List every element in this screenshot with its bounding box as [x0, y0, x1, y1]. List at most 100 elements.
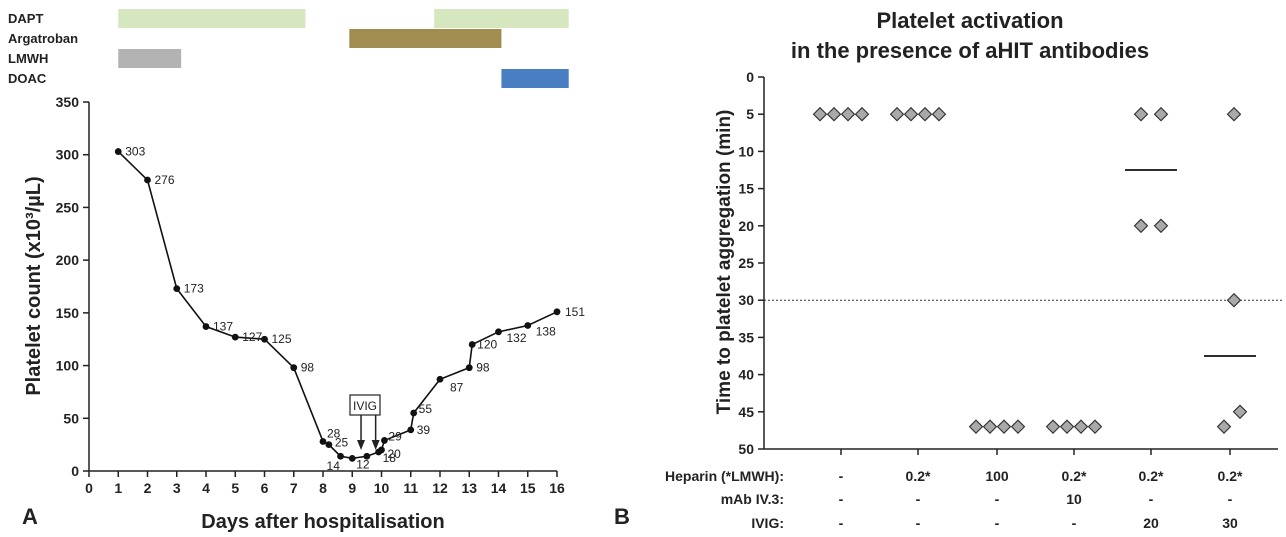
platelet-count-data-label: 151	[565, 305, 585, 319]
platelet-count-data-label: 125	[272, 332, 292, 346]
panel-a-y-tick-label: 0	[71, 463, 79, 479]
panel-b-y-tick-label: 45	[738, 404, 754, 420]
aggregation-point	[968, 419, 984, 434]
panel-a-y-tick-label: 200	[56, 252, 80, 268]
panel-b-y-axis-label: Time to platelet aggregation (min)	[714, 110, 735, 415]
platelet-count-data-label: 18	[383, 451, 397, 465]
platelet-count-data-label: 138	[536, 325, 556, 339]
platelet-count-point	[173, 285, 181, 293]
platelet-count-data-label: 14	[327, 459, 341, 473]
panel-a-x-tick-label: 6	[261, 480, 269, 496]
condition-cell: 30	[1222, 515, 1238, 531]
panel-b-y-tick-label: 40	[738, 367, 754, 383]
panel-b-label: B	[614, 504, 630, 529]
therapy-bar-doac-0	[501, 69, 569, 88]
condition-row-label: IVIG:	[751, 515, 784, 531]
therapy-bar-dapt-0	[118, 9, 306, 28]
panel-a-x-tick-label: 12	[432, 480, 448, 496]
platelet-count-data-label: 29	[388, 429, 402, 443]
condition-cell: -	[995, 491, 1000, 507]
panel-a-x-tick-label: 13	[461, 480, 477, 496]
panel-b-y-tick-label: 10	[738, 143, 754, 159]
condition-cell: 20	[1143, 515, 1159, 531]
panel-a-x-tick-label: 16	[549, 480, 565, 496]
platelet-count-data-label: 276	[155, 173, 175, 187]
condition-cell: -	[916, 491, 921, 507]
therapy-bar-dapt-1	[434, 9, 569, 28]
platelet-count-point	[290, 364, 298, 372]
platelet-count-point	[495, 328, 502, 336]
platelet-count-point	[337, 452, 344, 460]
panel-b-y-tick-label: 50	[738, 441, 754, 457]
panel-a-x-tick-label: 9	[348, 480, 356, 496]
aggregation-point	[1133, 106, 1149, 122]
condition-cell: 0.2*	[906, 468, 931, 484]
panel-a-x-tick-label: 7	[290, 480, 298, 496]
aggregation-point	[903, 106, 919, 122]
condition-cell: 0.2*	[1218, 468, 1243, 484]
ivig-box	[349, 394, 381, 416]
aggregation-point	[812, 106, 828, 122]
platelet-count-point	[114, 148, 122, 155]
condition-cell: 0.2*	[1062, 468, 1087, 484]
panel-a-x-tick-label: 5	[231, 480, 239, 496]
aggregation-point	[1010, 419, 1026, 434]
platelet-count-data-label: 98	[301, 361, 315, 375]
condition-cell: -	[1072, 515, 1077, 531]
platelet-count-point	[261, 335, 268, 343]
aggregation-point	[1216, 419, 1232, 434]
panel-a-x-tick-label: 0	[85, 480, 93, 496]
platelet-count-point	[468, 341, 476, 348]
panel-a-y-tick-label: 50	[63, 410, 79, 426]
therapy-label-dapt: DAPT	[8, 11, 43, 26]
therapy-bar-argatroban-0	[349, 29, 502, 48]
platelet-count-point	[144, 176, 151, 184]
platelet-count-point	[231, 333, 239, 341]
platelet-count-line	[117, 150, 558, 460]
aggregation-point	[1232, 404, 1248, 420]
aggregation-point	[840, 106, 856, 122]
panel-a-y-tick-label: 300	[56, 147, 80, 163]
aggregation-point	[917, 106, 933, 122]
panel-a-x-tick-label: 15	[520, 480, 536, 496]
platelet-count-data-label: 28	[327, 426, 341, 440]
aggregation-point	[996, 419, 1012, 434]
platelet-count-point	[524, 322, 532, 329]
aggregation-point	[1045, 419, 1061, 434]
platelet-count-data-label: 127	[242, 330, 262, 344]
platelet-count-point	[325, 441, 333, 449]
panel-a-x-tick-label: 14	[491, 480, 507, 496]
aggregation-point	[1153, 218, 1169, 234]
condition-cell: -	[839, 491, 844, 507]
panel-a-x-axis-label: Days after hospitalisation	[201, 511, 444, 533]
panel-b-y-tick-label: 35	[738, 329, 754, 345]
platelet-count-data-label: 12	[356, 457, 370, 471]
platelet-count-point	[410, 409, 418, 417]
aggregation-point	[854, 106, 870, 122]
platelet-count-data-label: 132	[507, 331, 527, 345]
aggregation-point	[889, 106, 905, 122]
condition-row-label: Heparin (*LMWH):	[665, 468, 784, 484]
platelet-count-data-label: 87	[450, 380, 464, 394]
condition-table: Heparin (*LMWH): mAb IV.3: IVIG: - - - 0.2* - - 1…	[665, 468, 1243, 531]
panel-a-y-tick-label: 350	[56, 94, 80, 110]
panel-b-y-tick-label: 30	[738, 292, 754, 308]
therapy-label-argatroban: Argatroban	[8, 31, 78, 46]
aggregation-point	[982, 419, 998, 434]
platelet-count-point	[381, 437, 388, 444]
ivig-arrow-head-1	[371, 440, 380, 450]
platelet-count-data-label: 25	[335, 436, 349, 450]
platelet-count-data-label: 39	[417, 423, 431, 437]
platelet-count-data-label: 173	[184, 282, 204, 296]
aggregation-point	[1226, 106, 1242, 122]
panel-b-title-line-2: in the presence of aHIT antibodies	[791, 38, 1149, 63]
panel-b-y-tick-label: 25	[738, 255, 754, 271]
platelet-count-point	[319, 438, 327, 445]
panel-a-label: A	[22, 504, 38, 529]
aggregation-point	[1133, 218, 1149, 234]
platelet-count-point	[202, 323, 210, 330]
condition-cell: 10	[1066, 491, 1082, 507]
